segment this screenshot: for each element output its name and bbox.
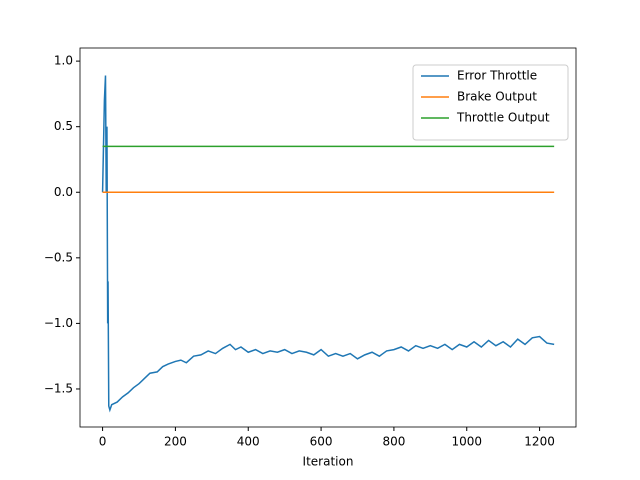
x-axis-label: Iteration	[303, 455, 354, 469]
legend-label: Brake Output	[457, 90, 537, 104]
x-tick-label: 800	[382, 435, 405, 449]
legend-label: Error Throttle	[457, 69, 537, 83]
y-tick-label: −0.5	[44, 250, 73, 264]
x-tick-label: 400	[237, 435, 260, 449]
legend-label: Throttle Output	[456, 111, 550, 125]
x-tick-label: 200	[164, 435, 187, 449]
x-tick-label: 0	[99, 435, 107, 449]
y-tick-label: −1.5	[44, 381, 73, 395]
y-tick-label: 0.5	[54, 119, 73, 133]
line-series	[101, 75, 555, 413]
y-tick-label: 1.0	[54, 54, 73, 68]
x-tick-label: 1000	[451, 435, 482, 449]
legend-box	[412, 64, 569, 141]
y-tick-label: 0.0	[54, 185, 73, 199]
x-tick-label: 600	[310, 435, 333, 449]
x-tick-label: 1200	[524, 435, 555, 449]
plot-frame	[79, 47, 577, 428]
y-tick-label: −1.0	[44, 316, 73, 330]
